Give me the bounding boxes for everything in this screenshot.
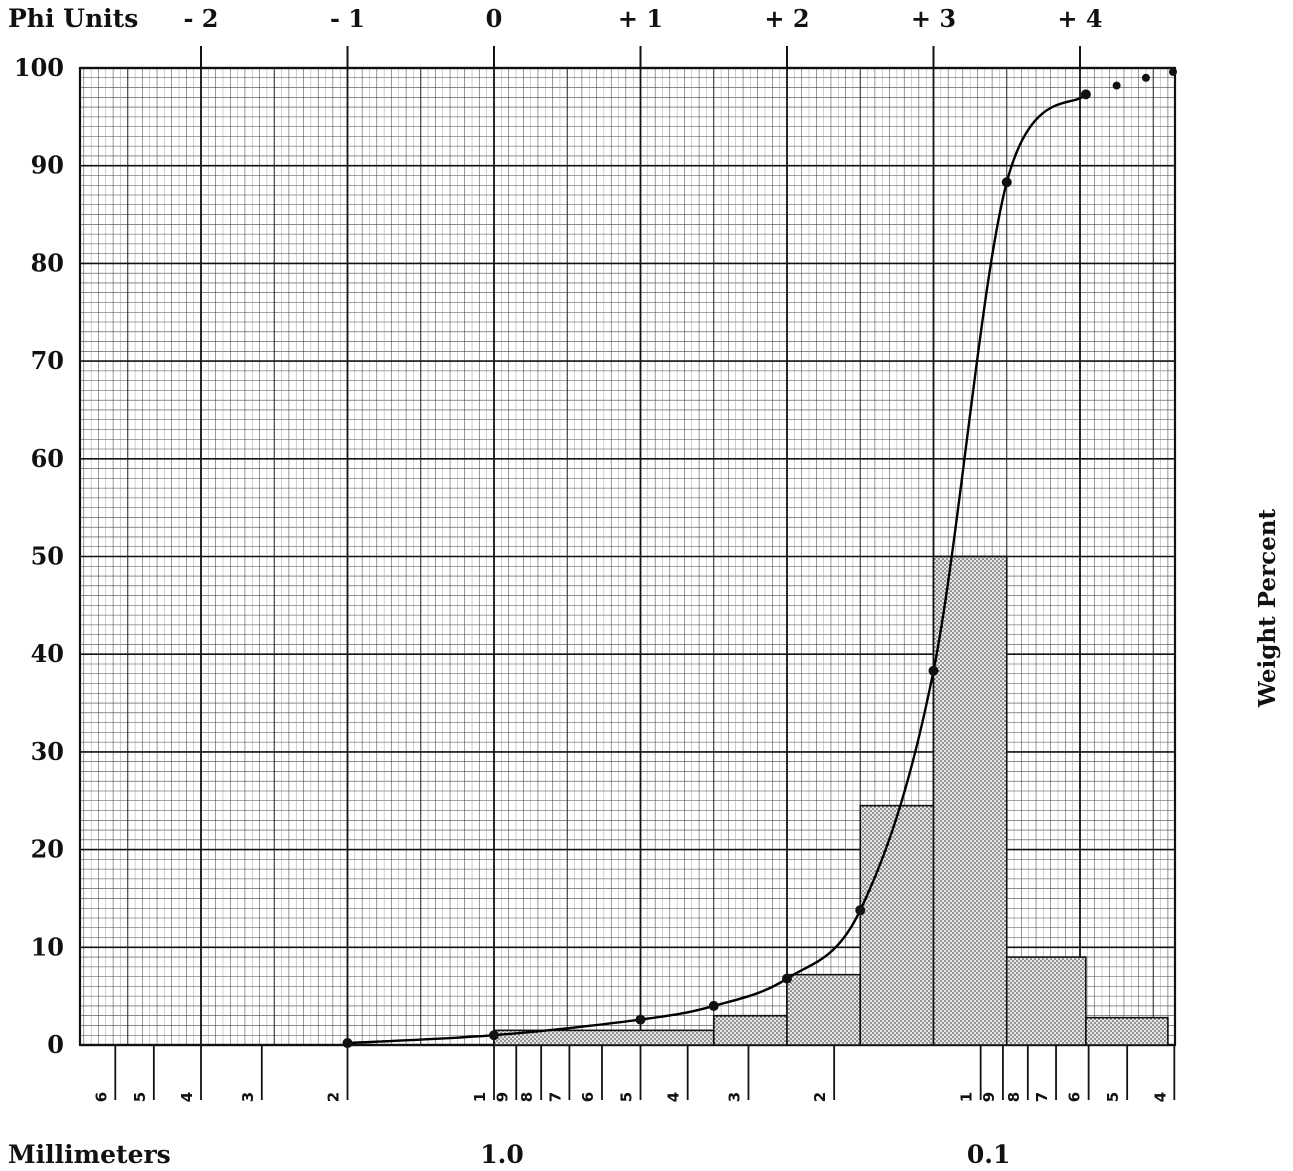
mm-tick-label: 2: [811, 1092, 829, 1102]
x-axis-label: Millimeters: [8, 1140, 171, 1169]
mm-tick-label: 6: [92, 1092, 110, 1102]
histogram-bar: [932, 555, 1008, 1046]
plot-grid: [78, 66, 1177, 1047]
cumulative-point: [489, 1030, 499, 1041]
y-tick-label: 0: [47, 1030, 64, 1059]
y-tick-label: 30: [31, 737, 64, 766]
mm-tick-label: 6: [1066, 1092, 1084, 1102]
cumulative-point: [855, 905, 866, 916]
y-tick-label: 20: [31, 835, 64, 864]
y-tick-label: 90: [31, 151, 64, 180]
cumulative-point: [342, 1038, 353, 1049]
mm-tick-label: 4: [178, 1092, 196, 1102]
cumulative-point: [782, 973, 792, 984]
mm-tick-label: 8: [1005, 1092, 1023, 1102]
phi-tick-label: 0: [486, 4, 503, 33]
y-axis-label: Weight Percent: [1254, 509, 1281, 709]
phi-tick-label: - 1: [330, 4, 365, 33]
cumulative-point: [1169, 67, 1177, 76]
histogram-bar: [712, 1014, 788, 1046]
histogram-bar: [1085, 1016, 1169, 1046]
mm-tick-label: 7: [546, 1092, 564, 1102]
mm-tick-label: 5: [618, 1092, 636, 1102]
y-tick-labels: 0 10 20 30 40 50 60 70 80 90 100: [14, 53, 64, 1059]
phi-tick-label: + 2: [764, 4, 809, 33]
mm-tick-label: 3: [239, 1092, 257, 1102]
cumulative-point: [1141, 73, 1150, 82]
y-tick-label: 40: [31, 639, 64, 668]
mm-tick-label: 9: [980, 1092, 998, 1102]
histogram-bars: [493, 555, 1169, 1046]
phi-tick-label: - 2: [183, 4, 218, 33]
cumulative-points: [342, 67, 1177, 1049]
mm-major-label: 1.0: [480, 1140, 524, 1169]
mm-tick-label: 5: [131, 1092, 149, 1102]
y-tick-label: 50: [31, 542, 64, 571]
phi-tick-label: + 3: [911, 4, 956, 33]
y-tick-label: 70: [31, 346, 64, 375]
mm-tick-label: 1: [958, 1092, 976, 1102]
mm-tick-label: 6: [579, 1092, 597, 1102]
mm-major-labels: 1.0 0.1: [480, 1140, 1010, 1169]
mm-tick-label: 7: [1033, 1092, 1051, 1102]
mm-tick-label: 2: [325, 1092, 343, 1102]
mm-tick-label: 5: [1104, 1092, 1122, 1102]
mm-tick-label: 9: [493, 1092, 511, 1102]
cumulative-curve: [347, 93, 1087, 1045]
mm-tick-label: 3: [725, 1092, 743, 1102]
y-tick-label: 100: [14, 53, 64, 82]
cumulative-point: [635, 1014, 646, 1025]
mm-major-label: 0.1: [967, 1140, 1011, 1169]
cumulative-point: [1001, 177, 1012, 188]
y-tick-label: 10: [31, 932, 64, 961]
cumulative-point: [708, 1000, 719, 1011]
histogram-bar: [859, 804, 935, 1046]
cumulative-point: [928, 665, 939, 676]
cumulative-point: [1080, 89, 1091, 100]
mm-tick-label: 1: [471, 1092, 489, 1102]
phi-tick-label: + 4: [1057, 4, 1102, 33]
mm-tick-label: 8: [518, 1092, 536, 1102]
phi-tick-label: + 1: [618, 4, 663, 33]
histogram-bar: [786, 973, 862, 1046]
mm-tick-label: 4: [665, 1092, 683, 1102]
cumulative-line: [347, 93, 1087, 1045]
mm-tick-label: 4: [1151, 1092, 1169, 1102]
y-tick-label: 80: [31, 248, 64, 277]
y-tick-label: 60: [31, 444, 64, 473]
cumulative-point: [1112, 81, 1121, 90]
phi-tick-labels: - 2 - 1 0 + 1 + 2 + 3 + 4: [183, 4, 1103, 68]
histogram-bar: [1005, 956, 1087, 1046]
phi-axis-label: Phi Units: [8, 4, 138, 33]
